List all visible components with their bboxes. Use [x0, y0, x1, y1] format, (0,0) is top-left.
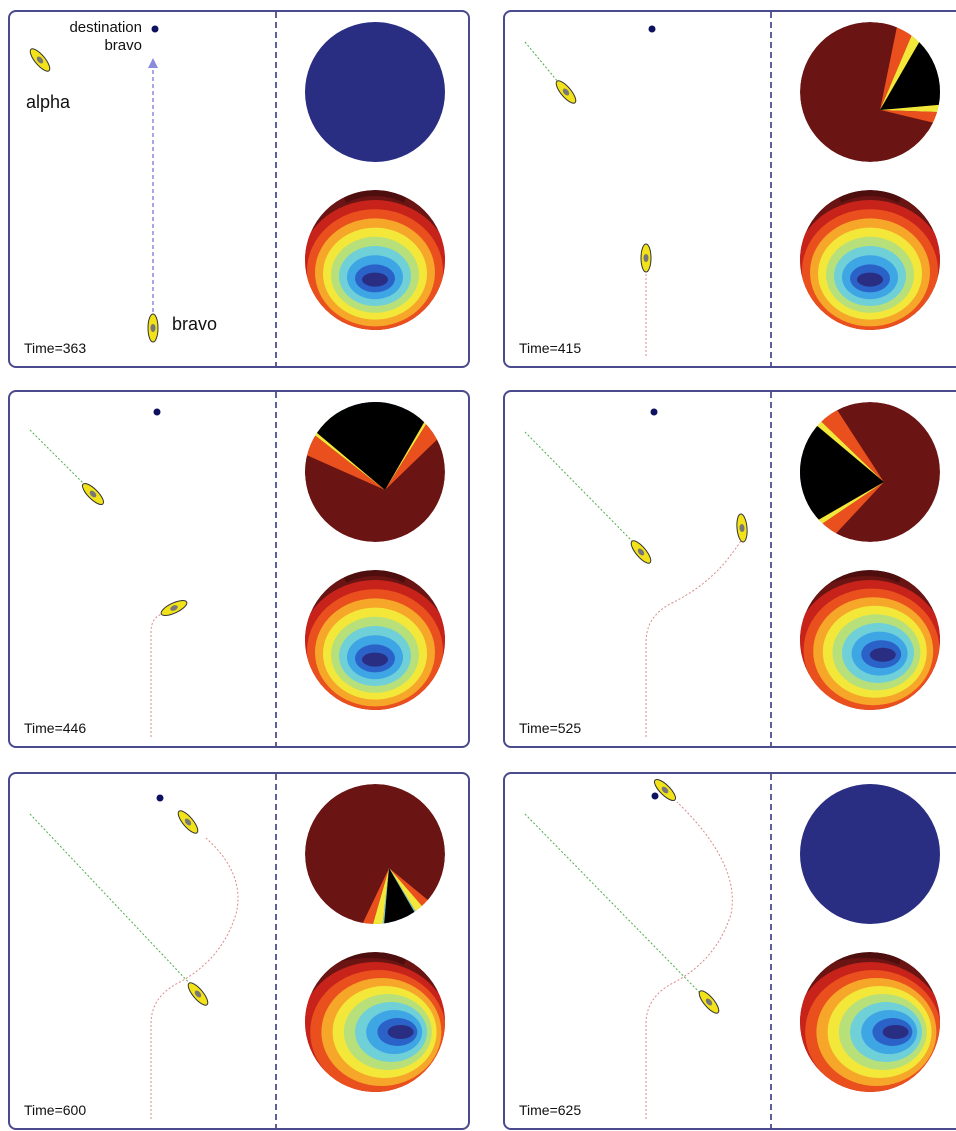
destination-dot-icon [650, 408, 658, 416]
time-label: Time=600 [24, 1102, 87, 1118]
bravo-heading-arrow [148, 58, 158, 68]
objective-function-bottom [800, 952, 940, 1092]
boat-alpha-icon [555, 80, 577, 104]
objective-function-bottom [305, 570, 445, 710]
objective-top-disc [305, 22, 445, 162]
alpha-trail [524, 813, 702, 995]
objective-function-top [800, 402, 940, 542]
panel-canvas [524, 12, 940, 366]
objective-top-band [800, 482, 884, 542]
destination-dot-icon [651, 792, 659, 800]
destination-dot-icon [156, 794, 164, 802]
objective-top-band [800, 402, 884, 482]
objective-function-bottom [305, 190, 445, 330]
objective-top-band [880, 22, 920, 110]
objective-function-top [800, 22, 940, 162]
panel-time-363: destination bravo alpha bravo Time=363 [8, 10, 470, 368]
time-label: Time=363 [24, 340, 87, 356]
objective-bottom-band [362, 272, 388, 287]
objective-function-top [800, 784, 940, 924]
objective-top-disc [800, 784, 940, 924]
boat-bravo-icon [736, 513, 748, 543]
panel-time-625: Time=625 [503, 772, 956, 1130]
objective-bottom-ridge [838, 190, 902, 203]
objective-function-top [305, 22, 445, 162]
boat-alpha-icon [187, 982, 209, 1006]
bravo-trail [150, 613, 163, 737]
bravo-label: bravo [172, 314, 217, 334]
panel-canvas [524, 774, 940, 1128]
objective-function-bottom [800, 190, 940, 330]
objective-top-band [880, 110, 940, 157]
objective-top-band [385, 402, 445, 490]
panel-time-525: Time=525 [503, 390, 956, 748]
objective-bottom-band [882, 1025, 909, 1039]
destination-label: destination [69, 19, 142, 36]
panel-canvas [29, 774, 445, 1128]
objective-bottom-ridge [343, 570, 407, 583]
time-label: Time=625 [519, 1102, 582, 1118]
panel-canvas [29, 392, 445, 746]
objective-top-band [880, 22, 940, 110]
boat-alpha-icon [29, 48, 51, 72]
objective-top-core [371, 868, 445, 924]
objective-top-band [880, 76, 940, 117]
panel-canvas [524, 392, 940, 746]
panel-time-446: Time=446 [8, 390, 470, 748]
destination-dot-icon [153, 408, 161, 416]
objective-bottom-band [387, 1025, 414, 1039]
boat-bravo-icon [653, 778, 677, 802]
boat-bravo-icon [640, 243, 652, 273]
boat-alpha-icon [698, 990, 720, 1014]
alpha-trail [524, 41, 564, 89]
time-label: Time=415 [519, 340, 582, 356]
boat-bravo-icon [177, 810, 199, 834]
destination-dot-icon [151, 25, 159, 33]
objective-top-band [305, 402, 385, 490]
boat-alpha-icon [81, 482, 105, 506]
bravo-trail [645, 539, 742, 737]
alpha-trail [29, 429, 89, 489]
objective-bottom-ridge [343, 190, 407, 203]
objective-bottom-band [869, 647, 896, 662]
objective-function-bottom [800, 570, 940, 710]
objective-top-core [880, 22, 940, 110]
objective-top-band [305, 408, 385, 490]
boat-alpha-icon [630, 540, 652, 564]
objective-function-top [305, 402, 445, 542]
time-label: Time=446 [24, 720, 87, 736]
objective-bottom-band [362, 652, 388, 667]
objective-top-band [800, 482, 884, 542]
alpha-trail [524, 431, 634, 543]
panel-time-415: Time=415 [503, 10, 956, 368]
bravo-trail [150, 837, 239, 1119]
objective-top-band [800, 482, 884, 542]
bravo-trail [645, 801, 733, 1119]
objective-top-band [800, 402, 884, 482]
objective-top-band [333, 868, 389, 924]
objective-function-bottom [305, 952, 445, 1092]
boat-bravo-icon [160, 600, 188, 616]
panel-time-600: Time=600 [8, 772, 470, 1130]
destination-dot-icon [648, 25, 656, 33]
alpha-label: alpha [26, 92, 71, 112]
boat-bravo-icon [147, 313, 159, 343]
panel-canvas: destination bravo alpha bravo [26, 12, 445, 366]
objective-top-band [305, 868, 389, 924]
destination-bravo-label: bravo [104, 37, 142, 54]
objective-top-band [305, 868, 389, 924]
alpha-trail [29, 813, 193, 987]
time-label: Time=525 [519, 720, 582, 736]
objective-bottom-band [857, 272, 883, 287]
objective-top-band [385, 402, 445, 490]
